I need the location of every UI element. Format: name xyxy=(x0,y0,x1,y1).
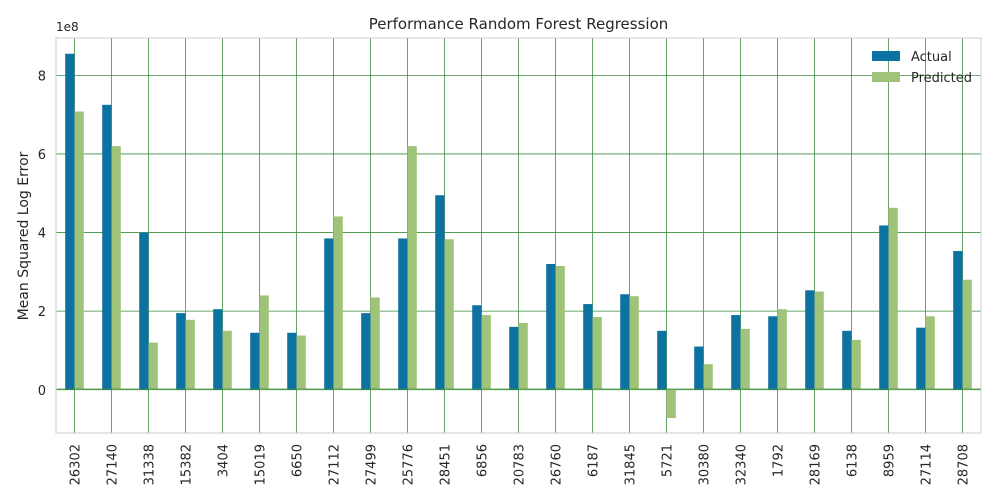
x-tick-label: 28708 xyxy=(957,444,972,485)
bar-predicted-26302 xyxy=(74,111,84,390)
bar-predicted-27112 xyxy=(333,216,343,390)
x-tick-label: 26302 xyxy=(69,444,84,485)
x-tick-label: 15382 xyxy=(180,444,195,485)
bar-predicted-6187 xyxy=(592,317,602,390)
x-tick-label: 26760 xyxy=(550,444,565,485)
x-tick-label: 31338 xyxy=(143,444,158,485)
bar-predicted-31338 xyxy=(148,342,158,390)
bar-actual-26302 xyxy=(65,53,75,390)
bar-actual-15382 xyxy=(176,313,186,390)
bar-actual-30380 xyxy=(694,346,704,390)
x-tick-label: 3404 xyxy=(217,444,232,477)
bar-predicted-20783 xyxy=(518,322,528,390)
bar-actual-6650 xyxy=(287,332,297,390)
bar-actual-31845 xyxy=(620,294,630,390)
bar-predicted-26760 xyxy=(555,265,565,390)
bar-actual-8959 xyxy=(879,225,889,390)
bar-predicted-15019 xyxy=(259,295,269,390)
y-tick-label: 6 xyxy=(38,148,46,163)
bar-predicted-3404 xyxy=(222,330,232,390)
x-tick-label: 27114 xyxy=(920,444,935,485)
bar-actual-15019 xyxy=(250,332,260,390)
bar-actual-6138 xyxy=(842,330,852,390)
plot-frame xyxy=(55,37,982,434)
legend-swatch-predicted xyxy=(872,72,900,82)
x-tick-label: 6187 xyxy=(587,444,602,477)
bar-predicted-28451 xyxy=(444,239,454,390)
y-tick-label: 8 xyxy=(38,69,46,84)
bar-predicted-27114 xyxy=(925,316,935,390)
bar-actual-1792 xyxy=(768,316,778,390)
y-scale-label: 1e8 xyxy=(56,20,79,34)
bar-predicted-27499 xyxy=(370,297,380,390)
bar-predicted-32340 xyxy=(740,328,750,390)
bar-predicted-15382 xyxy=(185,319,195,390)
x-tick-label: 32340 xyxy=(735,444,750,485)
bar-actual-3404 xyxy=(213,309,223,390)
bar-predicted-28169 xyxy=(814,291,824,390)
x-tick-label: 15019 xyxy=(254,444,269,485)
x-tick-label: 6650 xyxy=(291,444,306,477)
x-tick-label: 28451 xyxy=(439,444,454,485)
chart-title: Performance Random Forest Regression xyxy=(369,15,669,33)
y-tick-label: 0 xyxy=(38,384,46,399)
bar-actual-27499 xyxy=(361,313,371,390)
x-tick-label: 1792 xyxy=(772,444,787,477)
bars xyxy=(65,53,972,419)
bar-predicted-27140 xyxy=(111,146,121,390)
x-tick-label: 8959 xyxy=(883,444,898,477)
bar-predicted-6650 xyxy=(296,335,306,390)
x-tick-label: 28169 xyxy=(809,444,824,485)
bar-predicted-6138 xyxy=(851,339,861,390)
legend-label-actual: Actual xyxy=(911,50,952,65)
x-tick-label: 30380 xyxy=(698,444,713,485)
x-tick-label: 27112 xyxy=(328,444,343,485)
bar-actual-28169 xyxy=(805,290,815,390)
legend-label-predicted: Predicted xyxy=(911,71,972,86)
bar-actual-25776 xyxy=(398,238,408,390)
bar-actual-6856 xyxy=(472,305,482,390)
bar-actual-6187 xyxy=(583,304,593,390)
bar-actual-27112 xyxy=(324,238,334,390)
x-tick-label: 6138 xyxy=(846,444,861,477)
x-tick-label: 25776 xyxy=(402,444,417,485)
bar-actual-28451 xyxy=(435,195,445,390)
x-tick-label: 27140 xyxy=(106,444,121,485)
bar-predicted-8959 xyxy=(888,207,898,390)
bar-actual-28708 xyxy=(953,251,963,390)
bar-actual-27114 xyxy=(916,327,926,390)
x-tick-label: 20783 xyxy=(513,444,528,485)
bar-predicted-25776 xyxy=(407,146,417,390)
y-tick-labels: 0 2 4 6 8 xyxy=(38,69,46,398)
x-tick-label: 6856 xyxy=(476,444,491,477)
bar-predicted-1792 xyxy=(777,309,787,390)
bar-actual-20783 xyxy=(509,326,519,390)
bar-predicted-31845 xyxy=(629,296,639,390)
bar-actual-27140 xyxy=(102,104,112,390)
bar-predicted-6856 xyxy=(481,315,491,390)
x-tick-label: 27499 xyxy=(365,444,380,485)
y-tick-label: 2 xyxy=(38,305,46,320)
x-tick-label: 5721 xyxy=(661,444,676,477)
legend-swatch-actual xyxy=(872,51,900,61)
bar-predicted-30380 xyxy=(703,364,713,390)
bar-actual-26760 xyxy=(546,263,556,390)
x-tick-labels: 26302 27140 31338 15382 3404 15019 6650 27112 27… xyxy=(69,444,972,485)
bar-actual-31338 xyxy=(139,232,149,390)
bar-actual-32340 xyxy=(731,315,741,390)
y-tick-label: 4 xyxy=(38,227,46,242)
y-axis-label: Mean Squared Log Error xyxy=(16,151,32,320)
x-tick-label: 31845 xyxy=(624,444,639,485)
bar-predicted-28708 xyxy=(962,279,972,390)
legend: Actual Predicted xyxy=(872,50,972,86)
bar-predicted-5721 xyxy=(666,389,676,419)
bar-actual-5721 xyxy=(657,330,667,390)
